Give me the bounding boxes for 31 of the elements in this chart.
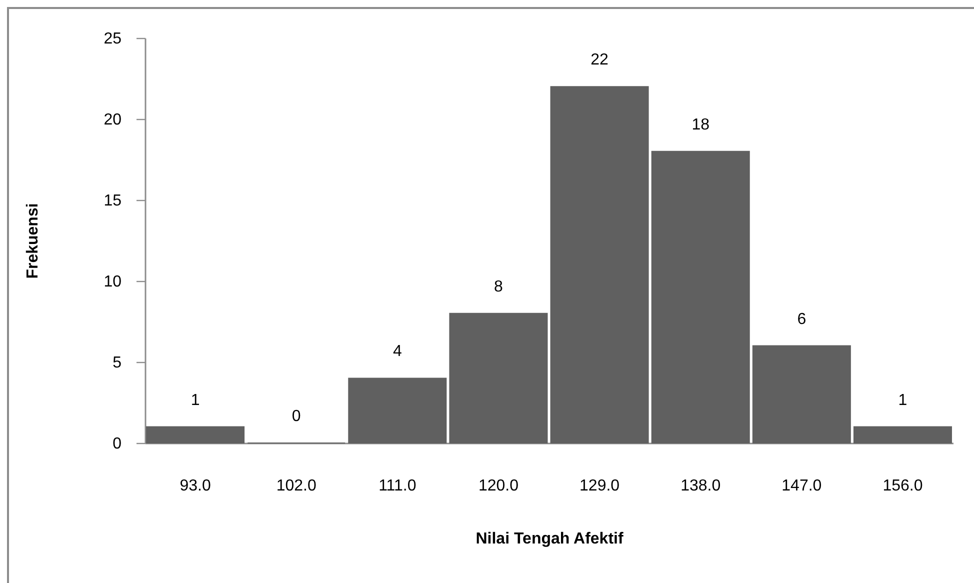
data-label: 18 xyxy=(692,116,710,134)
x-axis-title: Nilai Tengah Afektif xyxy=(476,530,624,548)
x-tick-label: 138.0 xyxy=(680,478,721,494)
bar xyxy=(449,312,548,444)
data-label: 22 xyxy=(590,52,609,69)
bar xyxy=(752,345,851,444)
data-label: 1 xyxy=(898,392,908,409)
data-label: 0 xyxy=(292,408,301,425)
bar xyxy=(853,426,952,444)
y-tick-label: 15 xyxy=(104,192,122,210)
x-tick-label: 156.0 xyxy=(882,478,923,494)
y-tick-label: 10 xyxy=(104,274,122,290)
data-label: 1 xyxy=(190,392,200,409)
x-tick-label: 120.0 xyxy=(478,478,519,494)
y-axis-title: Frekuensi xyxy=(24,203,42,279)
x-tick-label: 93.0 xyxy=(180,478,211,494)
y-tick-label: 20 xyxy=(104,112,122,128)
x-tick-label: 111.0 xyxy=(378,478,416,494)
bar xyxy=(651,150,750,444)
x-tick-label: 102.0 xyxy=(276,478,316,494)
bar xyxy=(348,378,447,444)
y-tick-label: 0 xyxy=(112,436,122,452)
x-tick-label: 147.0 xyxy=(782,478,822,494)
data-label: 6 xyxy=(797,310,806,328)
y-tick-label: 5 xyxy=(112,354,122,372)
data-label: 4 xyxy=(392,343,402,360)
y-tick-label: 25 xyxy=(104,30,122,48)
bar xyxy=(146,426,245,444)
data-label: 8 xyxy=(494,278,504,296)
x-tick-label: 129.0 xyxy=(580,478,620,494)
bar xyxy=(550,86,649,444)
